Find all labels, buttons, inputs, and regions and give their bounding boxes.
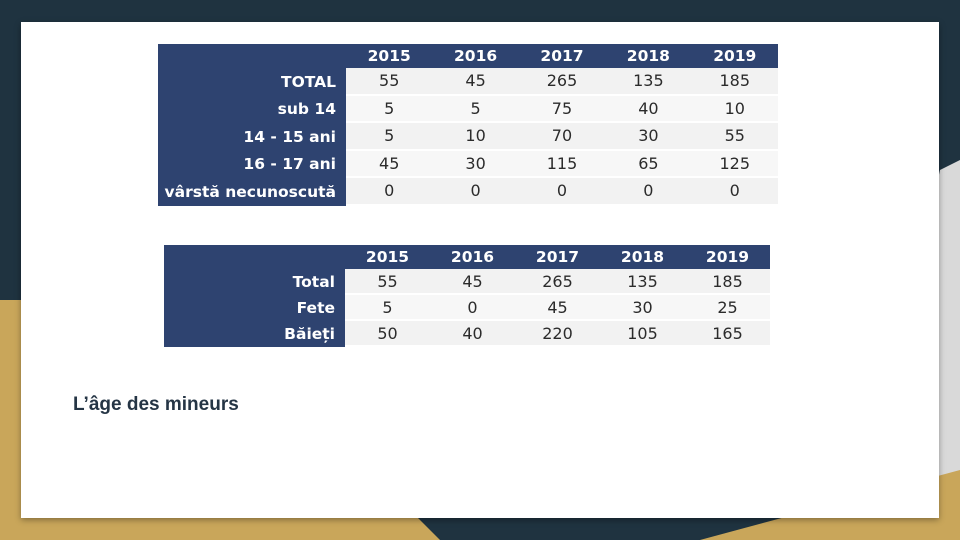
table-cell: 5 bbox=[346, 95, 433, 123]
table-cell: 0 bbox=[430, 295, 515, 321]
table-cell: 40 bbox=[430, 321, 515, 347]
slide: 2015 2016 2017 2018 2019 TOTAL 55 45 265… bbox=[21, 22, 939, 518]
age-table-year: 2018 bbox=[605, 44, 692, 68]
age-table-row: TOTAL 55 45 265 135 185 bbox=[158, 68, 778, 96]
table-cell: 0 bbox=[691, 178, 778, 206]
table-cell: 185 bbox=[685, 269, 770, 295]
gender-table-row: Băieți 50 40 220 105 165 bbox=[164, 321, 770, 347]
table-cell: 0 bbox=[432, 178, 519, 206]
table-cell: 0 bbox=[605, 178, 692, 206]
row-label: vârstă necunoscută bbox=[158, 178, 346, 206]
age-table-row: vârstă necunoscută 0 0 0 0 0 bbox=[158, 178, 778, 206]
age-table-year: 2016 bbox=[432, 44, 519, 68]
row-label: Total bbox=[164, 269, 345, 295]
table-cell: 0 bbox=[518, 178, 606, 206]
table-cell: 30 bbox=[432, 150, 519, 178]
table-cell: 105 bbox=[600, 321, 685, 347]
gender-table-year: 2018 bbox=[600, 245, 685, 269]
gender-table-year: 2015 bbox=[345, 245, 430, 269]
age-table-year: 2015 bbox=[346, 44, 433, 68]
age-table-corner bbox=[158, 44, 346, 68]
table-cell: 135 bbox=[605, 68, 692, 96]
table-cell: 50 bbox=[345, 321, 430, 347]
table-cell: 125 bbox=[691, 150, 778, 178]
table-cell: 5 bbox=[346, 123, 433, 151]
table-cell: 75 bbox=[518, 95, 606, 123]
table-cell: 115 bbox=[518, 150, 606, 178]
table-cell: 40 bbox=[605, 95, 692, 123]
age-table-row: 14 - 15 ani 5 10 70 30 55 bbox=[158, 123, 778, 151]
table-cell: 0 bbox=[346, 178, 433, 206]
gender-table-row: Total 55 45 265 135 185 bbox=[164, 269, 770, 295]
gender-table-corner bbox=[164, 245, 345, 269]
gender-table-row: Fete 5 0 45 30 25 bbox=[164, 295, 770, 321]
age-table: 2015 2016 2017 2018 2019 TOTAL 55 45 265… bbox=[158, 44, 778, 206]
table-cell: 10 bbox=[691, 95, 778, 123]
row-label: Fete bbox=[164, 295, 345, 321]
table-cell: 45 bbox=[432, 68, 519, 96]
table-cell: 45 bbox=[430, 269, 515, 295]
row-label: Băieți bbox=[164, 321, 345, 347]
table-cell: 265 bbox=[518, 68, 606, 96]
table-cell: 55 bbox=[346, 68, 433, 96]
gender-table: 2015 2016 2017 2018 2019 Total 55 45 265… bbox=[164, 245, 770, 347]
slide-caption: L’âge des mineurs bbox=[73, 394, 239, 415]
table-cell: 45 bbox=[515, 295, 600, 321]
table-cell: 45 bbox=[346, 150, 433, 178]
row-label: 16 - 17 ani bbox=[158, 150, 346, 178]
table-cell: 55 bbox=[345, 269, 430, 295]
table-cell: 55 bbox=[691, 123, 778, 151]
table-cell: 5 bbox=[345, 295, 430, 321]
age-table-row: sub 14 5 5 75 40 10 bbox=[158, 95, 778, 123]
table-cell: 70 bbox=[518, 123, 606, 151]
table-cell: 165 bbox=[685, 321, 770, 347]
table-cell: 25 bbox=[685, 295, 770, 321]
gender-table-header-row: 2015 2016 2017 2018 2019 bbox=[164, 245, 770, 269]
age-table-row: 16 - 17 ani 45 30 115 65 125 bbox=[158, 150, 778, 178]
row-label: sub 14 bbox=[158, 95, 346, 123]
table-cell: 5 bbox=[432, 95, 519, 123]
age-table-year: 2017 bbox=[518, 44, 606, 68]
age-table-header-row: 2015 2016 2017 2018 2019 bbox=[158, 44, 778, 68]
table-cell: 135 bbox=[600, 269, 685, 295]
table-cell: 65 bbox=[605, 150, 692, 178]
gender-table-year: 2019 bbox=[685, 245, 770, 269]
table-cell: 185 bbox=[691, 68, 778, 96]
table-cell: 30 bbox=[605, 123, 692, 151]
table-cell: 10 bbox=[432, 123, 519, 151]
gender-table-year: 2017 bbox=[515, 245, 600, 269]
row-label: 14 - 15 ani bbox=[158, 123, 346, 151]
row-label: TOTAL bbox=[158, 68, 346, 96]
gender-table-year: 2016 bbox=[430, 245, 515, 269]
table-cell: 30 bbox=[600, 295, 685, 321]
table-cell: 220 bbox=[515, 321, 600, 347]
age-table-year: 2019 bbox=[691, 44, 778, 68]
table-cell: 265 bbox=[515, 269, 600, 295]
